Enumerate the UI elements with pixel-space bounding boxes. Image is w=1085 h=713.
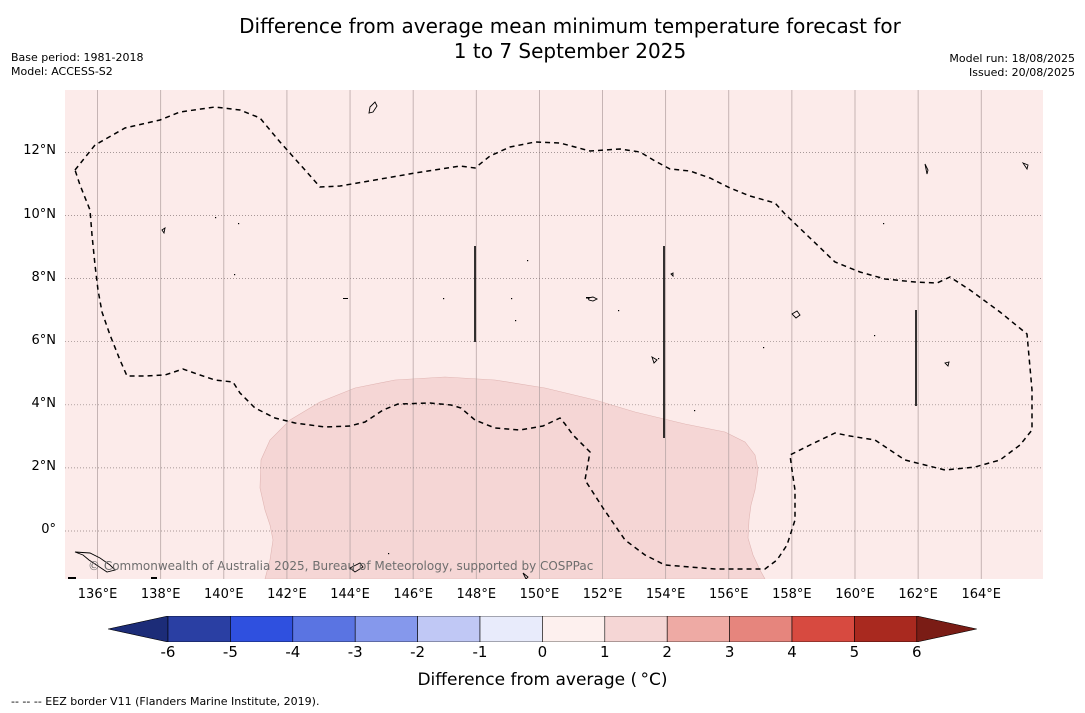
island (944, 361, 950, 367)
colorbar-tick-label: -2 (410, 643, 426, 661)
issued-date: Issued: 20/08/2025 (968, 66, 1075, 79)
lon-tick-label: 144°E (330, 587, 370, 602)
lat-tick-label: 8°N (31, 269, 57, 285)
colorbar-tick-label: 4 (787, 643, 797, 661)
anomaly-region-1-2C (259, 376, 766, 579)
island (74, 551, 116, 573)
colorbar-tick-label: -4 (285, 643, 301, 661)
islets (68, 217, 885, 579)
eez-footnote: -- -- -- EEZ border V11 (Flanders Marine… (11, 695, 320, 708)
islet (68, 577, 76, 579)
lon-tick-label: 138°E (140, 587, 181, 602)
lon-tick-label: 162°E (898, 587, 938, 602)
islet (388, 553, 390, 555)
islet (215, 217, 217, 219)
islet (694, 410, 696, 412)
lat-tick-label: 6°N (31, 332, 57, 348)
gridlines (65, 90, 1043, 579)
colorbar-bin (167, 616, 231, 642)
colorbar-tick-label: -1 (472, 643, 488, 661)
island (161, 227, 166, 235)
colorbar-over-arrow (916, 616, 977, 642)
colorbar (108, 616, 977, 642)
islet (443, 298, 445, 300)
map-canvas: © Commonwealth of Australia 2025, Bureau… (65, 90, 1043, 579)
lat-tick-label: 0° (41, 522, 56, 537)
lon-tick-label: 148°E (456, 587, 497, 602)
lon-tick-label: 156°E (708, 587, 749, 602)
island (368, 101, 378, 114)
island (670, 272, 674, 278)
eez-border (74, 106, 1033, 570)
lon-tick-label: 154°E (645, 587, 686, 602)
island (791, 310, 801, 319)
lon-tick-label: 158°E (772, 587, 812, 602)
island (1021, 162, 1029, 171)
colorbar-bin (479, 616, 543, 642)
lon-tick-label: 152°E (582, 587, 623, 602)
colorbar-tick-label: 3 (724, 643, 735, 661)
base-period: Base period: 1981-2018 (11, 51, 144, 64)
islet (658, 358, 660, 360)
islet (511, 298, 513, 300)
colorbar-bin (791, 616, 855, 642)
islet (883, 223, 885, 225)
colorbar-tick-label: -3 (347, 643, 363, 661)
islands (74, 101, 1029, 579)
title-line-2: 1 to 7 September 2025 (453, 39, 687, 63)
lon-tick-label: 140°E (204, 587, 244, 602)
lat-tick-label: 2°N (31, 458, 57, 474)
colorbar-bin (417, 616, 481, 642)
island (651, 355, 658, 364)
island (924, 163, 929, 175)
copyright-text: © Commonwealth of Australia 2025, Bureau… (88, 559, 593, 573)
colorbar-bin (292, 616, 356, 642)
meta-left: Base period: 1981-2018 Model: ACCESS-S2 (11, 51, 143, 79)
islet (586, 297, 590, 299)
colorbar-tick-label: 0 (537, 643, 548, 661)
model-run: Model run: 18/08/2025 (949, 52, 1075, 65)
map-panel[interactable]: © Commonwealth of Australia 2025, Bureau… (65, 90, 1043, 579)
islet (527, 260, 529, 262)
lon-tick-label: 164°E (961, 587, 1001, 602)
colorbar-bin (230, 616, 294, 642)
lon-tick-label: 136°E (77, 587, 118, 602)
islet (343, 298, 348, 299)
lat-tick-label: 10°N (23, 206, 56, 222)
lon-tick-label: 150°E (519, 587, 560, 602)
lat-tick-label: 12°N (23, 143, 56, 159)
island (349, 562, 364, 573)
islet (618, 310, 620, 312)
colorbar-tick-label: -5 (222, 643, 238, 661)
island (522, 572, 529, 579)
colorbar-under-arrow (108, 616, 169, 642)
islet (515, 320, 517, 322)
colorbar-bin (542, 616, 606, 642)
colorbar-tick-label: 6 (912, 643, 922, 661)
title-line-1: Difference from average mean minimum tem… (239, 14, 901, 38)
map-title: Difference from average mean minimum tem… (0, 14, 1085, 64)
lon-tick-label: 142°E (267, 587, 307, 602)
model-name: Model: ACCESS-S2 (11, 65, 113, 78)
colorbar-tick-label: 2 (662, 643, 672, 661)
colorbar-bin (354, 616, 418, 642)
island (587, 296, 599, 302)
colorbar-bin (604, 616, 668, 642)
lon-tick-label: 160°E (835, 587, 875, 602)
colorbar-bin (729, 616, 793, 642)
lat-tick-label: 4°N (31, 395, 57, 411)
colorbar-bin (666, 616, 730, 642)
colorbar-tick-label: -6 (160, 643, 176, 661)
colorbar-tick-label: 5 (849, 643, 860, 661)
meta-right: Model run: 18/08/2025 Issued: 20/08/2025 (949, 52, 1075, 80)
lon-tick-label: 146°E (393, 587, 433, 602)
islet (763, 347, 765, 349)
islet (234, 274, 236, 276)
islet (874, 335, 876, 337)
colorbar-title: Difference from average ( °C) (417, 670, 668, 690)
islet (151, 577, 157, 579)
islet (238, 223, 240, 225)
colorbar-tick-label: 1 (600, 643, 610, 661)
colorbar-bin (854, 616, 918, 642)
